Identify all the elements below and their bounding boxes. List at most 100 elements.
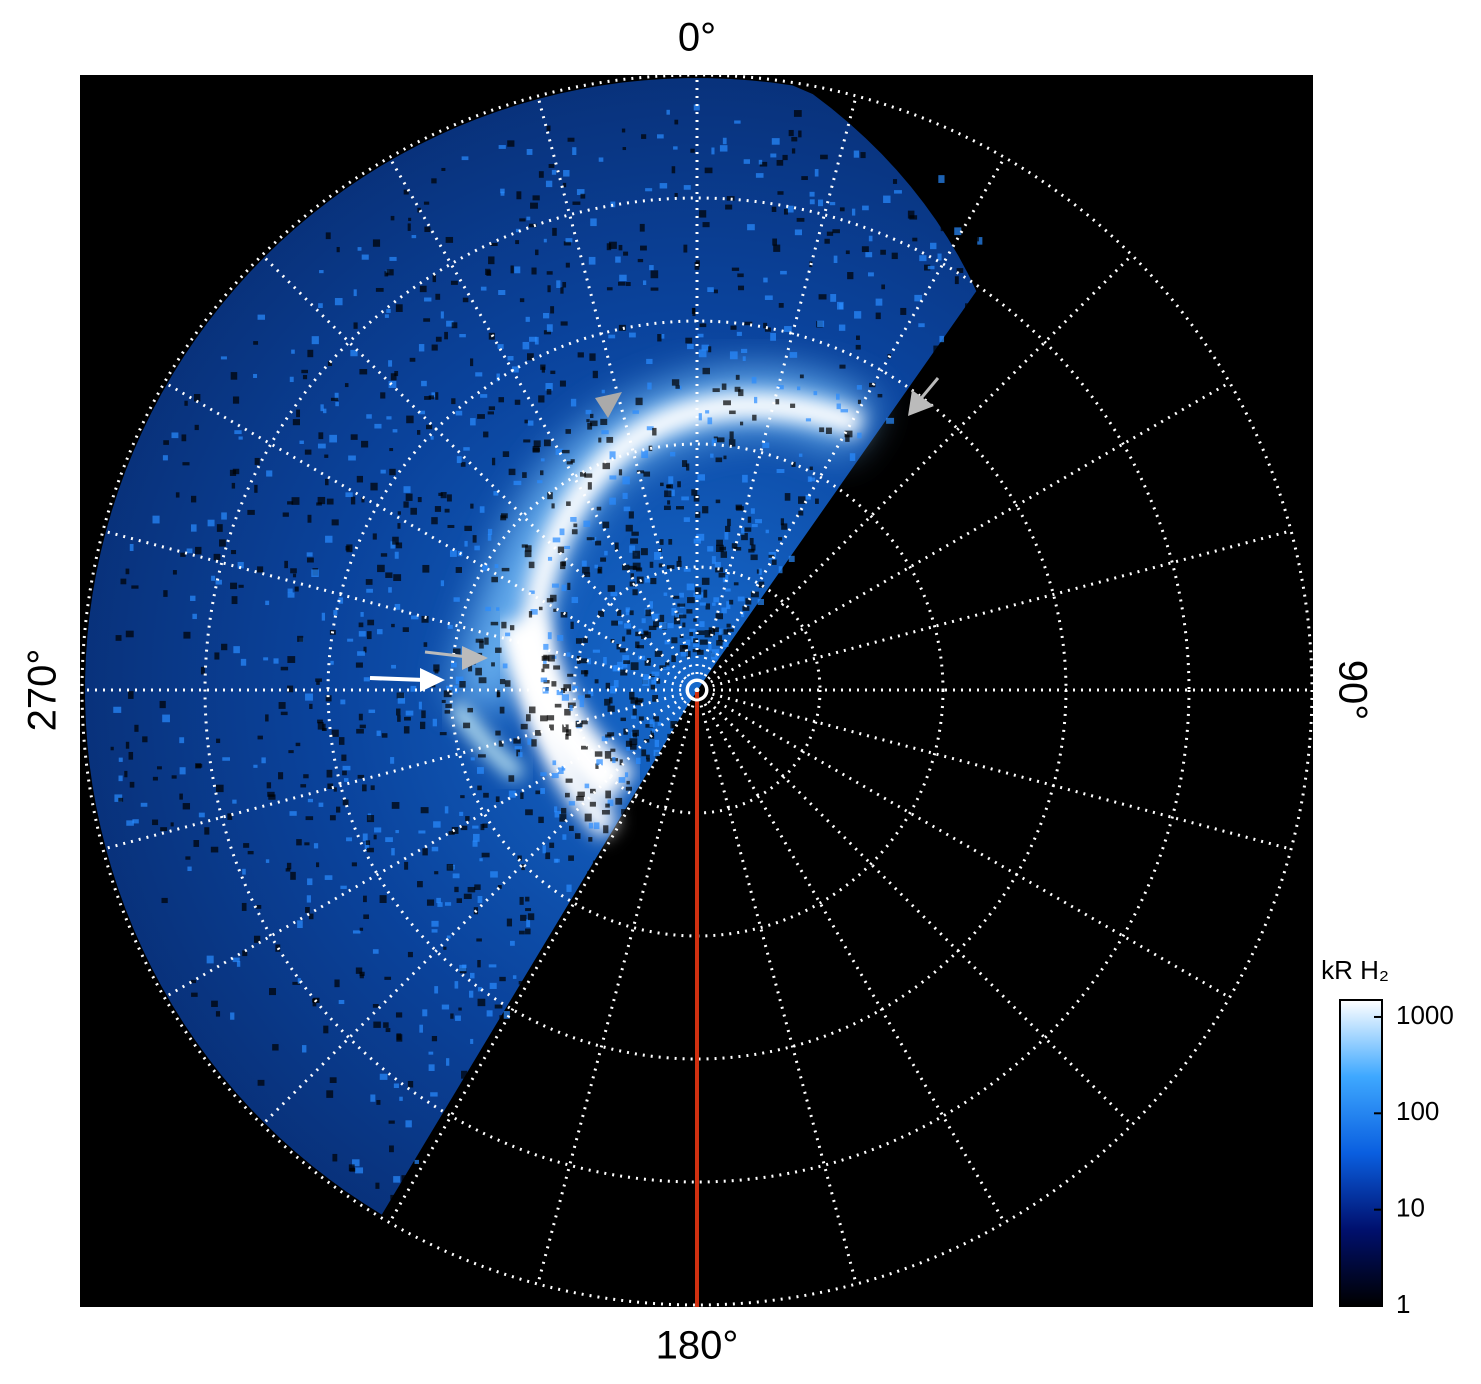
noise (640, 548, 648, 556)
noise (716, 539, 723, 546)
noise (163, 590, 168, 597)
noise (708, 627, 716, 636)
noise (557, 546, 565, 554)
noise (628, 332, 636, 338)
noise (491, 576, 498, 583)
noise (323, 408, 327, 414)
noise (762, 442, 770, 449)
noise (175, 492, 180, 498)
noise (714, 561, 721, 568)
colorbar-tick-label: 1 (1396, 1289, 1410, 1319)
noise (556, 280, 561, 288)
noise (131, 585, 139, 589)
noise (204, 827, 210, 835)
noise (496, 607, 500, 611)
noise (664, 490, 672, 498)
noise (645, 724, 653, 728)
angle-label: 0° (678, 16, 716, 60)
noise (731, 267, 740, 271)
noise (763, 322, 768, 329)
noise (665, 662, 670, 666)
noise (588, 690, 594, 697)
noise (780, 270, 787, 275)
noise (659, 665, 667, 669)
noise (636, 645, 645, 649)
noise (667, 500, 671, 505)
noise (340, 699, 346, 705)
noise (266, 470, 273, 477)
noise (297, 920, 303, 929)
noise (592, 649, 600, 653)
noise (598, 157, 604, 162)
noise (628, 511, 634, 519)
noise (322, 723, 326, 731)
noise (179, 737, 185, 744)
noise (478, 677, 487, 684)
noise (395, 1012, 403, 1018)
noise (691, 636, 695, 643)
noise (379, 1073, 388, 1080)
noise (494, 564, 499, 569)
noise (327, 783, 334, 789)
noise (531, 267, 537, 275)
noise (535, 790, 541, 795)
noise (954, 276, 959, 285)
noise (538, 395, 545, 403)
noise (211, 575, 216, 581)
noise (393, 574, 402, 582)
noise (221, 512, 227, 520)
noise (590, 413, 594, 418)
grid-spoke (536, 95, 699, 691)
noise (307, 798, 314, 803)
noise (625, 524, 633, 532)
noise (405, 493, 413, 501)
noise (798, 510, 804, 516)
noise (741, 533, 748, 541)
noise (500, 188, 505, 194)
noise (160, 827, 168, 832)
noise (265, 600, 270, 606)
noise (607, 705, 615, 712)
noise (630, 538, 639, 544)
noise (549, 724, 554, 731)
noise (418, 830, 426, 834)
noise (817, 199, 824, 207)
noise (572, 685, 579, 692)
noise (643, 471, 651, 477)
noise (479, 506, 485, 513)
noise (253, 341, 259, 345)
noise (305, 907, 310, 913)
noise (343, 778, 349, 782)
noise (649, 561, 654, 568)
noise (685, 639, 691, 646)
noise (589, 420, 598, 427)
noise (615, 797, 623, 805)
noise (455, 410, 463, 416)
noise (566, 884, 572, 892)
noise (551, 503, 555, 509)
noise (847, 272, 854, 280)
noise (636, 567, 643, 572)
noise (368, 709, 376, 713)
noise (526, 919, 531, 928)
noise (527, 353, 534, 361)
noise (622, 660, 628, 668)
noise (542, 845, 546, 854)
noise (567, 582, 571, 590)
noise (477, 767, 484, 774)
noise (263, 657, 269, 661)
noise (825, 427, 832, 434)
noise (601, 809, 610, 815)
noise (550, 306, 555, 314)
noise (541, 366, 545, 373)
noise (424, 297, 432, 302)
noise (538, 606, 543, 611)
noise (525, 545, 532, 552)
noise (318, 303, 323, 309)
noise (450, 1013, 454, 1019)
noise (775, 399, 780, 405)
noise (559, 380, 566, 387)
noise (547, 556, 553, 561)
noise (640, 245, 647, 251)
noise (643, 674, 649, 680)
